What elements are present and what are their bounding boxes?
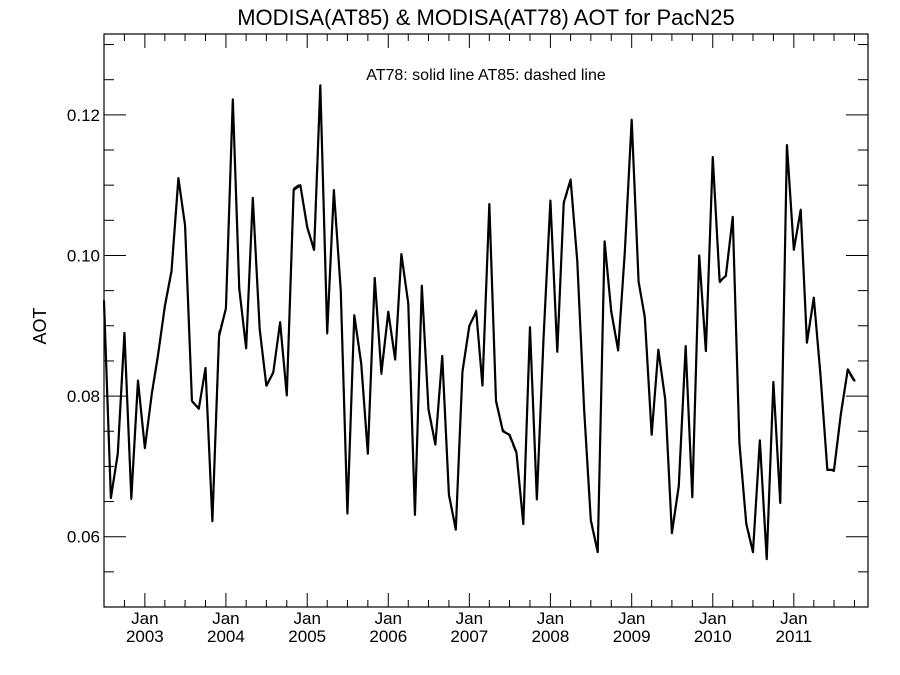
x-tick-labels: Jan2003Jan2004Jan2005Jan2006Jan2007Jan20… <box>126 609 812 646</box>
x-tick-label-year: 2004 <box>207 627 245 646</box>
series-line-at78 <box>102 84 856 561</box>
x-tick-label-year: 2010 <box>694 627 732 646</box>
x-tick-label-year: 2011 <box>776 627 813 646</box>
x-tick-label-year: 2006 <box>369 627 407 646</box>
axis-ticks <box>104 34 868 608</box>
y-tick-label: 0.10 <box>67 246 100 265</box>
x-tick-label-month: Jan <box>131 609 158 628</box>
y-tick-label: 0.12 <box>67 106 100 125</box>
plot-frame <box>103 33 869 608</box>
x-tick-label-month: Jan <box>537 609 564 628</box>
x-tick-label-month: Jan <box>618 609 645 628</box>
x-tick-label-year: 2009 <box>613 627 651 646</box>
x-tick-label-year: 2003 <box>126 627 164 646</box>
x-tick-label-month: Jan <box>699 609 726 628</box>
x-tick-label-month: Jan <box>294 609 321 628</box>
y-axis-label: AOT <box>30 307 50 344</box>
y-tick-labels: 0.06 0.08 0.10 0.12 <box>67 106 100 547</box>
series-layer <box>102 84 856 561</box>
x-tick-label-year: 2005 <box>288 627 326 646</box>
x-tick-label-month: Jan <box>212 609 239 628</box>
x-tick-label-month: Jan <box>456 609 483 628</box>
x-tick-label-month: Jan <box>780 609 807 628</box>
x-tick-label-year: 2008 <box>531 627 569 646</box>
x-tick-label-year: 2007 <box>450 627 488 646</box>
y-tick-label: 0.06 <box>67 528 100 547</box>
x-tick-label-month: Jan <box>375 609 402 628</box>
y-tick-label: 0.08 <box>67 387 100 406</box>
line-style-annotation: AT78: solid line AT85: dashed line <box>366 67 606 84</box>
chart-title: MODISA(AT85) & MODISA(AT78) AOT for PacN… <box>237 5 735 30</box>
